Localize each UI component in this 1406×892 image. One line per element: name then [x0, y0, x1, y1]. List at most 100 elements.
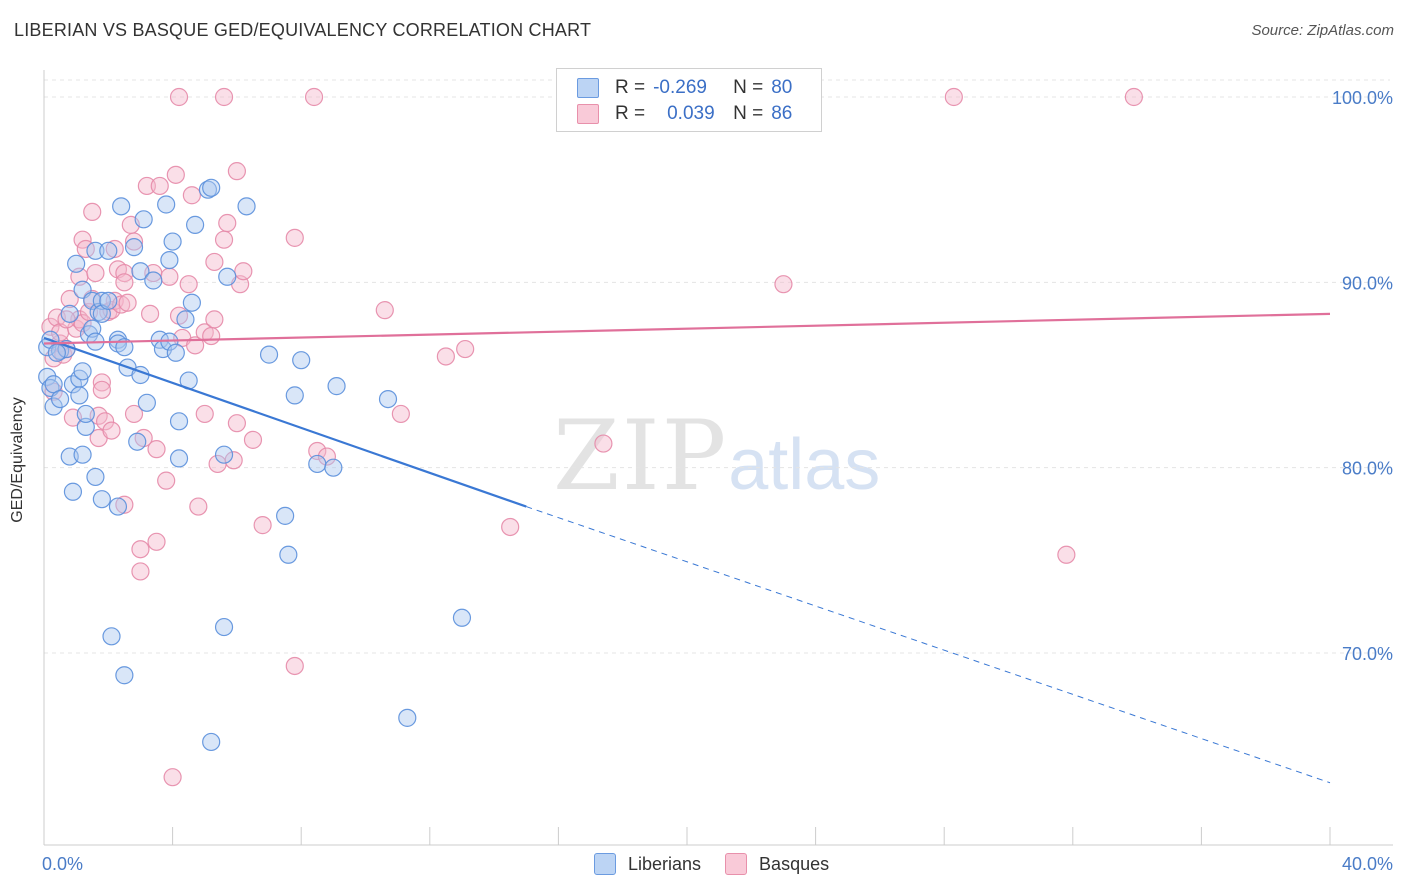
legend-n-label: N =: [733, 77, 764, 98]
liberians-point: [398, 708, 417, 727]
liberians-point: [237, 197, 256, 216]
basques-point: [224, 451, 243, 470]
legend-r-value: -0.269: [653, 77, 707, 98]
basques-point: [92, 373, 111, 392]
basques-point: [285, 228, 304, 247]
liberians-point: [259, 345, 279, 364]
correlation-legend: R = -0.269 N = 80 R = 0.039 N = 86: [556, 68, 822, 132]
basques-point: [60, 289, 79, 309]
liberians-point: [115, 666, 134, 685]
basques-point: [124, 404, 144, 424]
liberians-point: [115, 338, 134, 357]
basques-point: [202, 326, 221, 346]
legend-r-label: R =: [615, 77, 646, 98]
liberians-point: [279, 545, 298, 564]
basques-point: [115, 263, 134, 283]
source-label: Source: ZipAtlas.com: [1251, 22, 1394, 39]
liberians-point: [134, 210, 153, 229]
basques-point: [115, 273, 134, 292]
liberians-point: [378, 389, 398, 409]
watermark-zip: ZIP: [553, 400, 729, 512]
liberians-point: [92, 291, 111, 310]
y-tick-label: 70.0%: [1342, 644, 1393, 664]
y-tick-label: 90.0%: [1342, 273, 1393, 293]
legend-n-value: 86: [771, 103, 793, 124]
liberians-point: [182, 293, 201, 312]
y-tick-label: 100.0%: [1332, 88, 1393, 108]
series-legend: Liberians Basques: [594, 853, 853, 875]
liberians-point: [47, 343, 66, 362]
basques-point: [102, 421, 121, 440]
basques-point: [105, 239, 124, 259]
basques-point: [317, 447, 337, 466]
basques-point: [285, 656, 304, 676]
basques-point: [304, 87, 324, 107]
basques-point: [456, 339, 475, 359]
liberians-point: [63, 482, 83, 501]
liberians-point: [176, 310, 195, 329]
legend-r-value: 0.039: [667, 103, 715, 124]
basques-point: [205, 310, 224, 329]
basques-point: [169, 87, 189, 107]
legend-n-label: N =: [733, 103, 764, 124]
liberians-point: [308, 454, 327, 474]
liberians-point: [108, 497, 128, 516]
basques-point: [147, 440, 166, 459]
basques-point: [137, 176, 156, 196]
basques-point: [179, 275, 198, 294]
basques-point: [227, 414, 246, 433]
liberians-point: [44, 397, 63, 416]
basques-point: [1057, 545, 1076, 564]
liberians-point: [86, 467, 105, 487]
series-legend-liberians[interactable]: Liberians: [594, 853, 701, 875]
liberians-point: [198, 180, 218, 199]
series-legend-basques[interactable]: Basques: [725, 853, 829, 875]
basques-point: [227, 162, 246, 181]
basques-point: [243, 430, 263, 449]
liberians-point: [124, 238, 144, 257]
series-label-liberians: Liberians: [628, 853, 702, 874]
liberians-point: [214, 445, 234, 464]
basques-point: [92, 380, 111, 399]
x-tick-label-max: 40.0%: [1342, 854, 1393, 874]
liberians-point: [163, 232, 182, 251]
liberians-point: [169, 449, 189, 468]
legend-row-basques: R = 0.039 N = 86: [577, 101, 792, 127]
basques-point: [115, 495, 134, 514]
liberians-point: [214, 617, 234, 637]
liberians-point: [67, 254, 86, 273]
legend-row-liberians: R = -0.269 N = 80: [577, 75, 792, 101]
liberians-point: [60, 304, 79, 323]
legend-swatch-basques: [577, 104, 599, 124]
liberians-point: [166, 343, 185, 362]
basques-point: [57, 310, 76, 329]
basques-point: [41, 317, 60, 336]
liberians-point: [285, 386, 304, 405]
basques-point: [160, 267, 179, 286]
basques-point: [944, 87, 963, 107]
liberians-trendline-extension: [526, 506, 1331, 784]
liberians-point: [137, 393, 156, 412]
basques-point: [234, 262, 253, 281]
basques-trendline: [43, 312, 1331, 345]
liberians-point: [276, 506, 295, 525]
basques-point: [501, 517, 520, 537]
basques-point: [375, 301, 394, 320]
basques-point: [436, 347, 455, 366]
basques-point: [1124, 87, 1143, 107]
liberians-point: [324, 458, 343, 477]
basques-point: [391, 404, 410, 424]
liberians-point: [102, 627, 121, 646]
legend-swatch-liberians: [577, 78, 599, 98]
y-tick-label: 80.0%: [1342, 459, 1393, 479]
liberians-point: [157, 195, 176, 214]
basques-point: [182, 186, 201, 205]
basques-point: [118, 293, 137, 312]
liberians-point: [99, 241, 118, 260]
basques-point: [83, 202, 102, 222]
series-label-basques: Basques: [759, 853, 830, 874]
liberians-point: [50, 389, 70, 409]
liberians-point: [76, 404, 95, 424]
basques-point: [214, 87, 234, 107]
liberians-point: [160, 250, 179, 270]
